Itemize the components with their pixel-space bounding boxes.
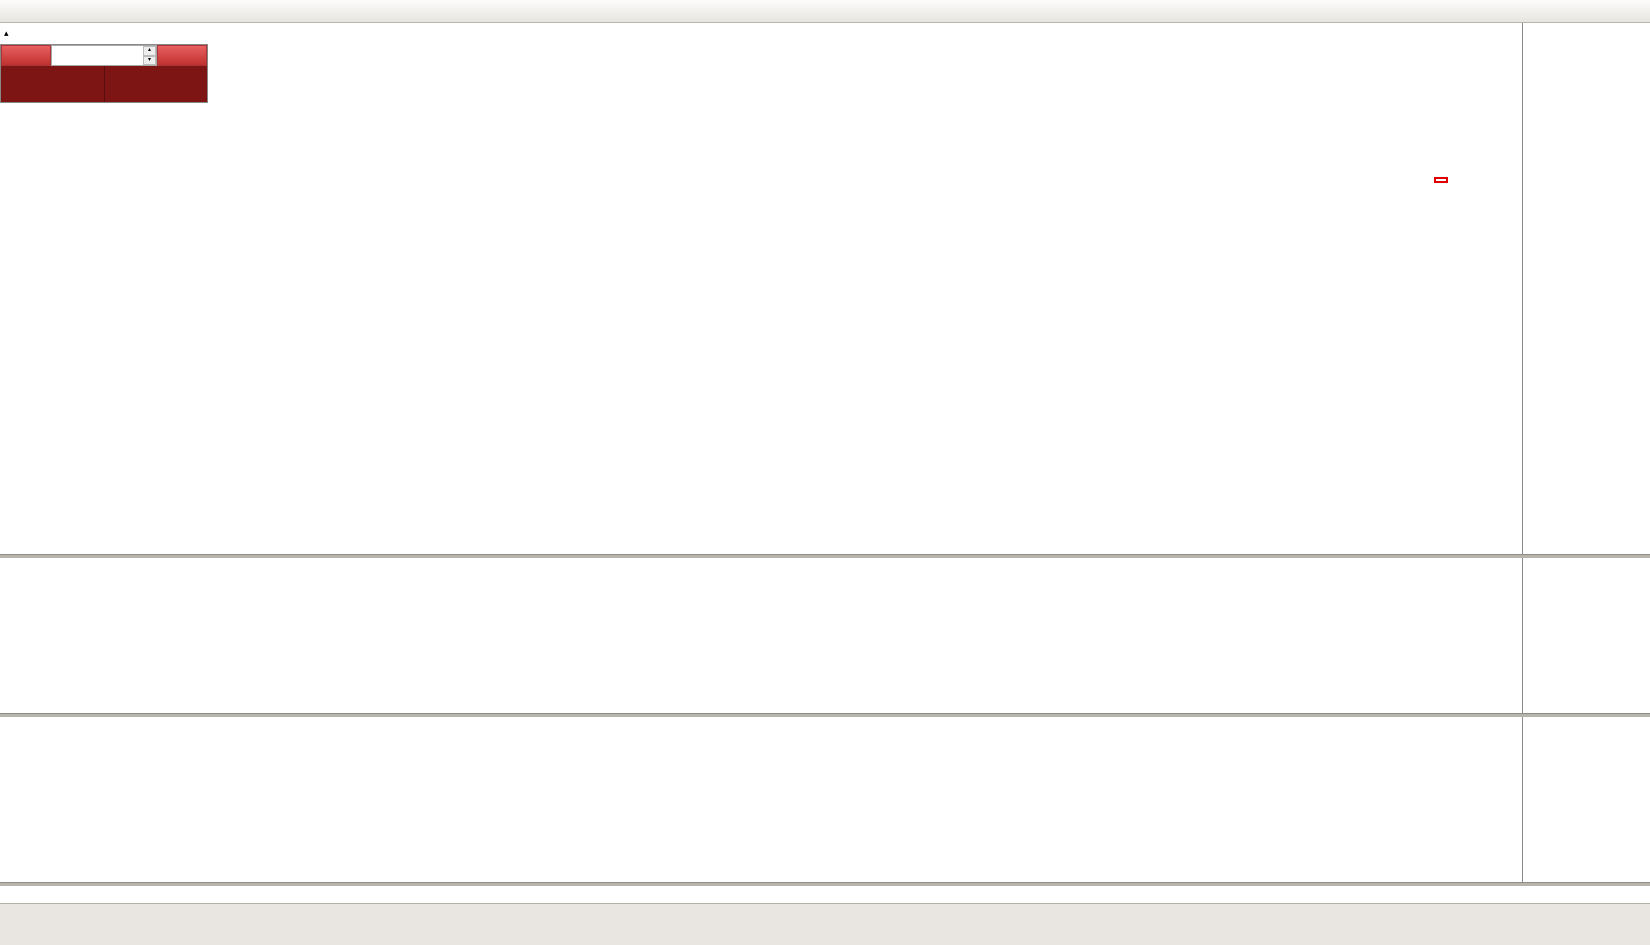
one-click-toggle-icon[interactable]: ▴ — [4, 28, 9, 38]
price-chart-pane: ▴ ▴ ▾ — [0, 22, 1650, 554]
volume-control: ▴ ▾ — [51, 45, 157, 66]
rsi-indicator-pane — [0, 716, 1650, 882]
volume-spinner: ▴ ▾ — [143, 46, 156, 65]
chart-ohlc-info: ▴ — [4, 28, 13, 39]
macd-indicator-pane — [0, 557, 1650, 713]
volume-decrease-button[interactable]: ▾ — [143, 55, 156, 65]
pane-splitter[interactable] — [0, 882, 1650, 886]
volume-increase-button[interactable]: ▴ — [143, 46, 156, 56]
pane-splitter[interactable] — [0, 713, 1650, 717]
sell-price-display[interactable] — [1, 66, 105, 102]
buy-price-display[interactable] — [105, 66, 208, 102]
trade-panel-controls: ▴ ▾ — [1, 45, 207, 66]
chart-window: ▴ ▴ ▾ — [0, 22, 1650, 945]
main-toolbar — [0, 0, 1650, 23]
time-scale[interactable] — [0, 885, 1650, 904]
price-tag-label[interactable] — [1434, 177, 1448, 183]
rsi-canvas[interactable] — [0, 716, 1522, 882]
price-scale-border — [1522, 22, 1523, 883]
trade-panel-prices — [1, 66, 207, 102]
pane-splitter[interactable] — [0, 554, 1650, 558]
buy-button[interactable] — [157, 45, 207, 66]
window-bottom-strip — [0, 903, 1650, 945]
sell-button[interactable] — [1, 45, 51, 66]
one-click-trading-panel: ▴ ▾ — [0, 44, 208, 103]
volume-input[interactable] — [52, 46, 143, 65]
macd-canvas[interactable] — [0, 557, 1522, 713]
price-chart-canvas[interactable] — [0, 22, 1522, 554]
